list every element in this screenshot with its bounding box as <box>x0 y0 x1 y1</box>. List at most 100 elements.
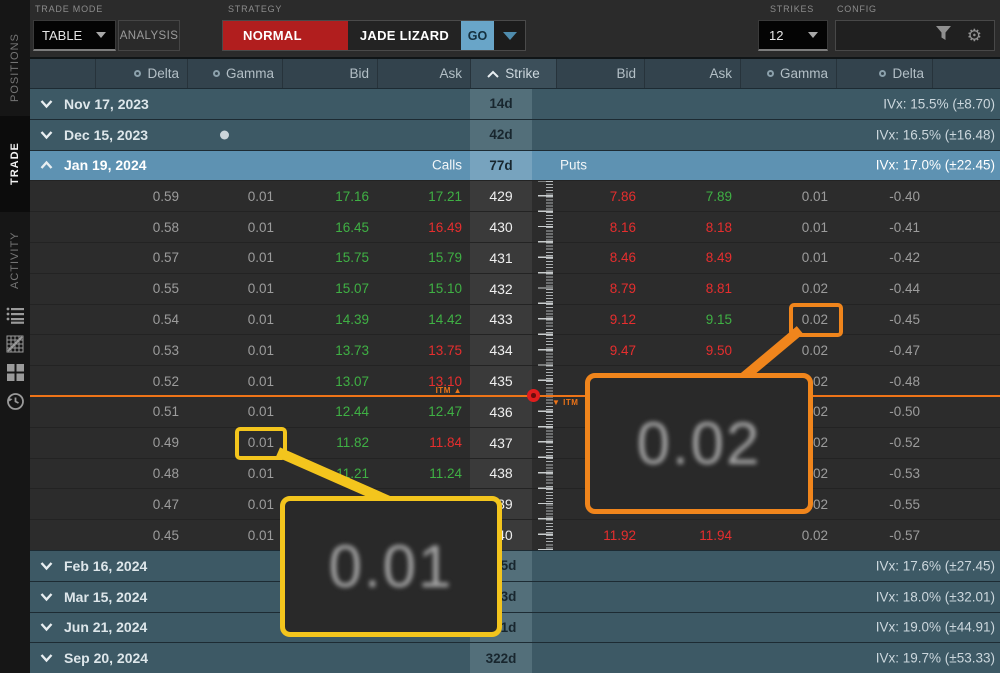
chevron-down-icon[interactable] <box>40 654 53 663</box>
put-delta-value: -0.48 <box>889 373 920 389</box>
call-ask-value[interactable]: 12.47 <box>428 404 462 420</box>
put-bid-value[interactable] <box>556 428 644 458</box>
expiration-row[interactable]: Dec 15, 2023 42d IVx: 16.5% (±16.48) <box>30 118 1000 150</box>
call-bid-value[interactable]: 14.39 <box>335 311 369 327</box>
call-ask-value[interactable]: 14.42 <box>428 311 462 327</box>
analysis-button[interactable]: ANALYSIS <box>118 20 180 51</box>
expiration-date: Jan 19, 2024 <box>64 157 147 174</box>
chevron-down-icon[interactable] <box>40 592 53 601</box>
order-entry-cell <box>30 274 95 304</box>
call-ask-value[interactable]: 11.24 <box>429 465 462 481</box>
call-bid-value[interactable] <box>282 520 377 550</box>
expiration-row[interactable]: Sep 20, 2024 322d IVx: 19.7% (±53.33) <box>30 642 1000 673</box>
put-bid-value[interactable] <box>556 366 644 396</box>
call-ask-value[interactable]: 13.75 <box>428 342 462 358</box>
put-bid-value[interactable]: 8.46 <box>609 250 636 266</box>
call-ask-value[interactable] <box>377 520 470 550</box>
put-ask-value[interactable]: 9.50 <box>705 342 732 358</box>
put-delta-value: -0.57 <box>889 527 920 543</box>
chevron-up-icon[interactable] <box>40 161 53 170</box>
strategy-mode-button[interactable]: NORMAL <box>223 21 348 50</box>
expiration-row[interactable]: Feb 16, 2024 105d IVx: 17.6% (±27.45) <box>30 549 1000 581</box>
dot-circle-icon <box>879 70 887 77</box>
put-ask-value[interactable]: 7.89 <box>705 188 732 204</box>
header-strike[interactable]: Strike <box>470 59 556 88</box>
call-ask-value[interactable]: 11.84 <box>429 435 462 451</box>
header-put-ask[interactable]: Ask <box>644 59 740 88</box>
call-ask-value[interactable]: 13.10 <box>428 373 462 389</box>
put-ask-value[interactable]: 11.94 <box>699 527 732 543</box>
expiration-row[interactable]: Nov 17, 2023 14d IVx: 15.5% (±8.70) <box>30 88 1000 119</box>
put-bid-value[interactable] <box>556 489 644 519</box>
put-bid-value[interactable]: 9.47 <box>609 342 636 358</box>
put-bid-value[interactable] <box>556 459 644 489</box>
call-ask-value[interactable]: 15.79 <box>428 250 462 266</box>
call-bid-value[interactable]: 12.44 <box>335 404 369 420</box>
put-ask-value[interactable] <box>644 489 740 519</box>
gear-icon[interactable]: ⚙ <box>966 26 982 45</box>
expiration-date: Sep 20, 2024 <box>64 650 149 667</box>
table-mode-dropdown[interactable]: TABLE <box>33 20 116 51</box>
put-ask-value[interactable] <box>644 397 740 427</box>
chevron-down-icon <box>808 32 818 38</box>
history-icon[interactable] <box>6 392 25 411</box>
strategy-name-button[interactable]: JADE LIZARD <box>348 21 461 50</box>
call-ask-value[interactable]: 15.10 <box>428 281 462 297</box>
chevron-down-icon[interactable] <box>40 99 53 109</box>
call-ask-value[interactable]: 16.49 <box>428 219 462 235</box>
sidebar-tab-activity[interactable]: ACTIVITY <box>9 231 21 289</box>
call-bid-value[interactable]: 11.21 <box>336 465 369 481</box>
header-call-ask[interactable]: Ask <box>377 59 470 88</box>
expiration-row[interactable]: Mar 15, 2024 133d IVx: 18.0% (±32.01) <box>30 580 1000 612</box>
put-ask-value[interactable]: 9.15 <box>705 311 732 327</box>
call-bid-value[interactable]: 15.75 <box>335 250 369 266</box>
call-bid-value[interactable]: 17.16 <box>335 188 369 204</box>
header-call-bid[interactable]: Bid <box>282 59 377 88</box>
header-put-delta[interactable]: Delta <box>836 59 932 88</box>
list-icon[interactable] <box>6 306 24 324</box>
strike-price: 436 <box>470 396 532 427</box>
put-ask-value[interactable]: 8.81 <box>705 281 732 297</box>
sidebar-tab-trade[interactable]: TRADE <box>0 116 30 212</box>
expiration-row[interactable]: Jan 19, 2024 Calls 77d Puts IVx: 17.0% (±22.… <box>30 149 1000 181</box>
header-put-bid[interactable]: Bid <box>556 59 644 88</box>
put-ask-value[interactable]: 8.49 <box>705 250 732 266</box>
put-ask-value[interactable] <box>644 366 740 396</box>
chevron-down-icon[interactable] <box>40 623 53 632</box>
chart-grid-icon[interactable] <box>6 335 24 353</box>
call-ask-value[interactable] <box>377 489 470 519</box>
put-bid-value[interactable]: 7.86 <box>609 188 636 204</box>
header-call-gamma[interactable]: Gamma <box>187 59 282 88</box>
sidebar-tab-positions[interactable]: POSITIONS <box>9 33 21 103</box>
expiration-date: Mar 15, 2024 <box>64 588 148 605</box>
chevron-down-icon[interactable] <box>40 561 53 571</box>
strategy-dropdown-button[interactable] <box>494 21 525 50</box>
put-ask-value[interactable] <box>644 428 740 458</box>
header-empty-right <box>932 59 1000 88</box>
order-entry-cell <box>30 428 95 458</box>
call-bid-value[interactable]: 16.45 <box>335 219 369 235</box>
call-bid-value[interactable]: 13.73 <box>335 342 369 358</box>
go-button[interactable]: GO <box>461 21 494 50</box>
put-ask-value[interactable] <box>644 459 740 489</box>
call-bid-value[interactable] <box>282 489 377 519</box>
grid-icon[interactable] <box>6 364 24 381</box>
strikes-dropdown[interactable]: 12 <box>758 20 828 51</box>
call-bid-value[interactable]: 15.07 <box>335 281 369 297</box>
strike-price: 439 <box>470 489 532 520</box>
put-delta-value: -0.55 <box>889 496 920 512</box>
chevron-down-icon[interactable] <box>40 130 53 139</box>
put-bid-value[interactable]: 11.92 <box>603 527 636 543</box>
call-bid-value[interactable]: 11.82 <box>336 435 369 451</box>
header-put-gamma[interactable]: Gamma <box>740 59 836 88</box>
expiration-row[interactable]: Jun 21, 2024 231d IVx: 19.0% (±44.91) <box>30 611 1000 643</box>
table-mode-value: TABLE <box>42 27 83 43</box>
put-bid-value[interactable]: 8.79 <box>609 281 636 297</box>
put-bid-value[interactable]: 8.16 <box>609 219 636 235</box>
call-ask-value[interactable]: 17.21 <box>428 188 462 204</box>
header-call-delta[interactable]: Delta <box>95 59 187 88</box>
call-bid-value[interactable]: 13.07 <box>335 373 369 389</box>
put-ask-value[interactable]: 8.18 <box>705 219 732 235</box>
filter-icon[interactable] <box>935 26 951 45</box>
put-bid-value[interactable]: 9.12 <box>609 311 636 327</box>
